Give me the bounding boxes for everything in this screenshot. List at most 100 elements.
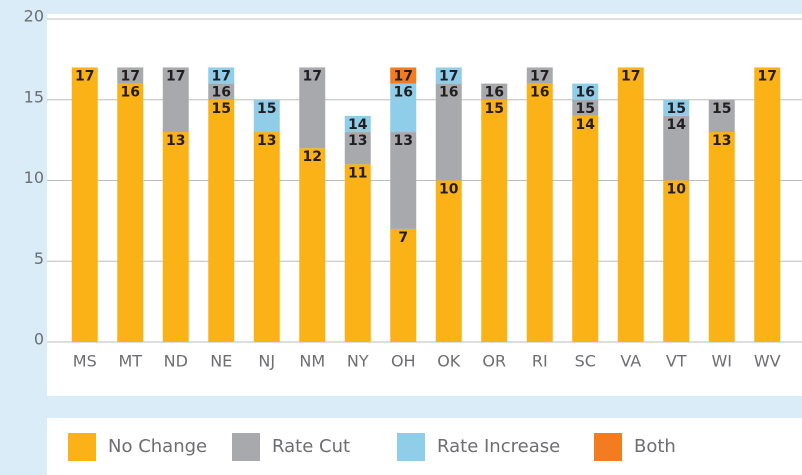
y-tick-label: 5 (34, 249, 44, 268)
bar-segment (117, 83, 144, 342)
legend-label: Rate Increase (437, 436, 560, 457)
bar-segment (708, 132, 735, 342)
bar-segment (162, 132, 189, 342)
data-label: 16 (394, 85, 413, 101)
bar-segment (435, 180, 462, 342)
data-label: 17 (621, 68, 640, 84)
x-tick-label: NJ (258, 352, 275, 371)
data-label: 10 (667, 182, 687, 198)
data-label: 17 (394, 68, 413, 84)
bar-segment (708, 99, 735, 133)
bar-segment (390, 228, 417, 342)
bar-segment (572, 115, 599, 343)
data-label: 17 (439, 68, 458, 84)
x-tick-label: MT (118, 352, 142, 371)
data-label: 16 (121, 85, 140, 101)
y-tick-label: 10 (24, 168, 44, 187)
data-label: 7 (398, 230, 408, 246)
x-tick-label: NM (299, 352, 325, 371)
legend-swatch (397, 433, 425, 461)
bar-segment (208, 83, 235, 100)
bar-segment (208, 67, 235, 84)
data-label: 16 (576, 85, 595, 101)
data-label: 15 (212, 101, 231, 117)
bar-segment (481, 83, 508, 100)
data-label: 13 (257, 133, 276, 149)
bar-segment (435, 67, 462, 84)
data-label: 15 (257, 101, 276, 117)
x-tick-label: SC (575, 352, 596, 371)
bar-segment (208, 99, 235, 342)
data-label: 13 (394, 133, 413, 149)
bar-segment (572, 99, 599, 116)
bar-segment (526, 67, 553, 84)
data-label: 16 (439, 85, 458, 101)
x-tick-label: ND (164, 352, 188, 371)
bar-segment (390, 67, 417, 84)
bar-segment (253, 99, 280, 133)
bar-segment (663, 99, 690, 116)
y-tick-label: 20 (24, 7, 44, 26)
x-tick-label: VA (620, 352, 641, 371)
data-label: 16 (212, 85, 231, 101)
data-label: 17 (758, 68, 777, 84)
data-label: 17 (530, 68, 549, 84)
data-label: 14 (576, 117, 596, 133)
bar-segment (481, 99, 508, 342)
y-tick-label: 0 (34, 330, 44, 349)
bar-segment (344, 115, 371, 133)
bar-segment (526, 83, 553, 342)
legend-swatch (594, 433, 622, 461)
x-tick-label: OH (391, 352, 416, 371)
bar-segment (663, 115, 690, 181)
legend-label: No Change (108, 436, 207, 457)
data-label: 15 (485, 101, 504, 117)
bar-segment (390, 83, 417, 133)
bar-segment (253, 132, 280, 342)
data-label: 15 (576, 101, 595, 117)
data-label: 10 (439, 182, 459, 198)
bar-segment (572, 83, 599, 100)
data-label: 17 (303, 68, 322, 84)
data-label: 13 (712, 133, 731, 149)
data-label: 15 (667, 101, 686, 117)
legend-swatch (232, 433, 260, 461)
data-label: 16 (530, 85, 549, 101)
data-label: 11 (348, 165, 367, 181)
bar-segment (344, 132, 371, 165)
data-label: 17 (212, 68, 231, 84)
data-label: 13 (348, 133, 367, 149)
bar-segment (299, 148, 326, 342)
x-tick-label: OK (437, 352, 461, 371)
data-label: 14 (348, 117, 368, 133)
bar-segment (71, 67, 98, 342)
x-tick-label: WI (711, 352, 732, 371)
bar-segment (117, 67, 144, 84)
legend-swatch (68, 433, 96, 461)
bar-segment (663, 180, 690, 342)
bar-segment (344, 164, 371, 342)
legend-label: Both (634, 436, 676, 457)
data-label: 14 (667, 117, 687, 133)
legend-label: Rate Cut (272, 436, 350, 457)
x-tick-label: VT (666, 352, 687, 371)
bar-segment (162, 67, 189, 133)
x-tick-label: WV (754, 352, 781, 371)
bar-segment (299, 67, 326, 149)
x-tick-label: OR (482, 352, 506, 371)
x-tick-label: NE (210, 352, 232, 371)
x-tick-label: MS (73, 352, 97, 371)
bar-segment (390, 132, 417, 229)
data-label: 15 (712, 101, 731, 117)
x-tick-label: NY (347, 352, 369, 371)
data-label: 12 (303, 149, 322, 165)
data-label: 13 (166, 133, 185, 149)
data-label: 17 (121, 68, 140, 84)
bar-segment (754, 67, 781, 342)
y-tick-label: 15 (24, 87, 44, 106)
x-tick-label: RI (532, 352, 548, 371)
bar-segment (435, 83, 462, 181)
data-label: 16 (485, 85, 504, 101)
bar-segment (617, 67, 644, 342)
